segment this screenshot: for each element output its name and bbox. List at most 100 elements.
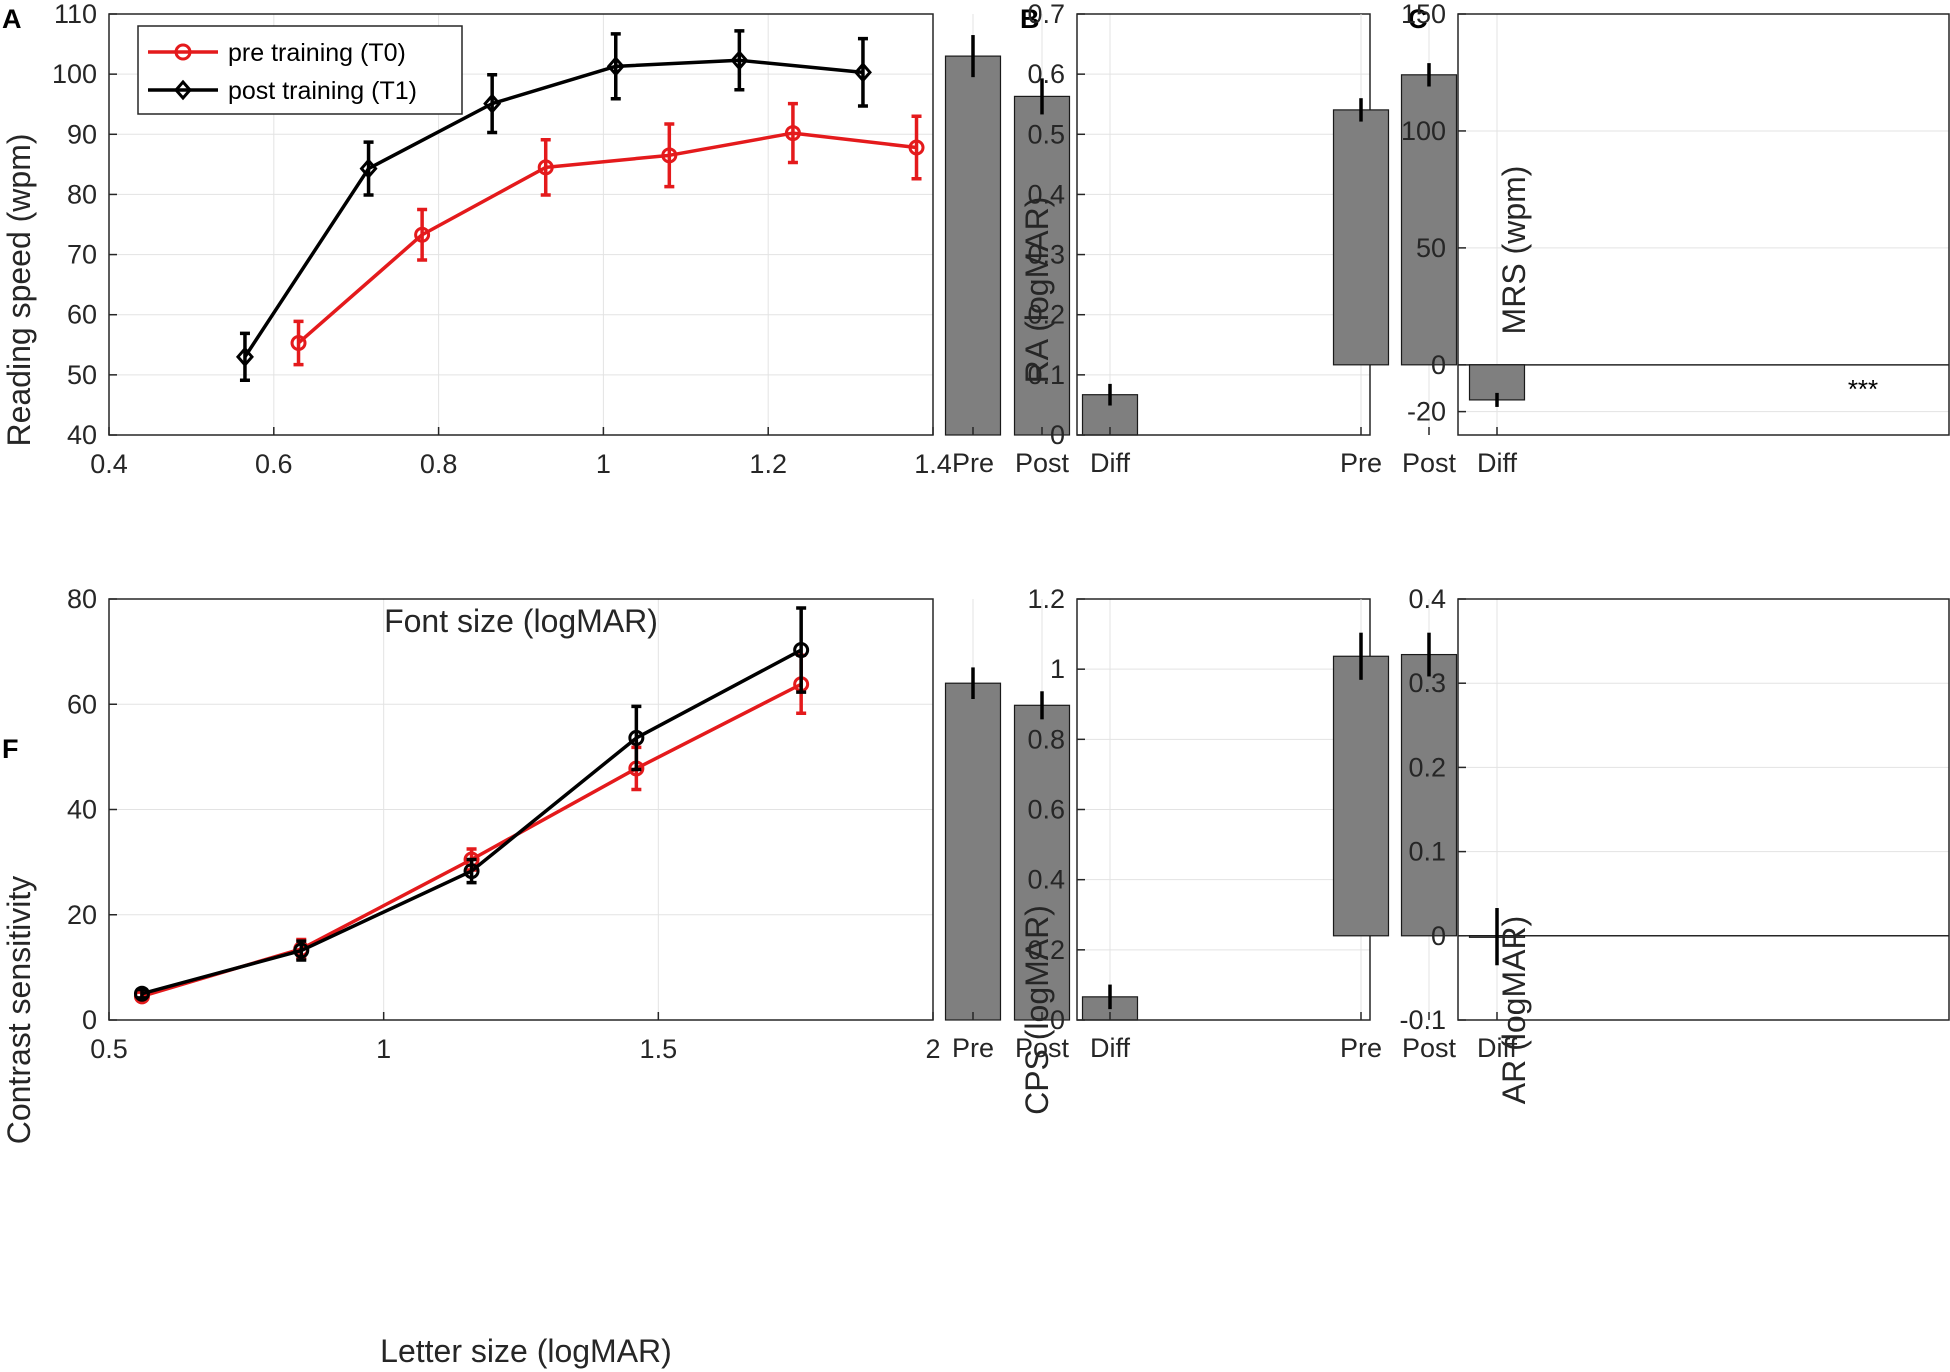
x-tick-label: Pre <box>952 448 994 478</box>
x-tick-label: Diff <box>1090 448 1131 478</box>
panel-b-tick-labels: 0 0.1 0.2 0.3 0.4 0.5 0.6 0.7 Pre Post Diff <box>952 0 1131 478</box>
legend-post-marker <box>174 79 192 101</box>
data-point <box>235 346 254 368</box>
bar-pre <box>1332 655 1390 937</box>
x-tick-label: Diff <box>1477 448 1518 478</box>
bar-post <box>1013 95 1071 436</box>
panel-d-tick-labels: 0 0.2 0.4 0.6 0.8 1 1.2 Pre Post Diff <box>952 584 1131 1063</box>
y-tick-label: 100 <box>52 59 97 89</box>
error-bar <box>487 72 498 135</box>
y-tick-label: 100 <box>1401 116 1446 146</box>
y-tick-label: -20 <box>1407 397 1446 427</box>
panel-f-x-axis-label: Letter size (logMAR) <box>380 1333 672 1369</box>
data-point <box>463 863 480 880</box>
error-bar <box>540 137 551 197</box>
y-tick-label: 60 <box>67 689 97 719</box>
x-tick-label: Post <box>1402 1033 1457 1063</box>
error-bar <box>857 36 868 108</box>
legend-post-label: post training (T1) <box>228 77 417 105</box>
data-point <box>793 642 810 659</box>
y-tick-label: 0 <box>1431 921 1446 951</box>
panel-c-y-axis-label: MRS (wpm) <box>1496 166 1532 335</box>
y-tick-label: 70 <box>67 240 97 270</box>
data-point <box>908 139 925 156</box>
panel-label-c: C <box>1408 4 1428 34</box>
series-line-pre <box>141 682 802 998</box>
x-tick-label: Pre <box>1340 448 1382 478</box>
panel-d-bars <box>944 667 1139 1021</box>
x-tick-label: Pre <box>952 1033 994 1063</box>
y-tick-label: 40 <box>67 420 97 450</box>
y-tick-label: 0 <box>1050 420 1065 450</box>
panel-a-tick-labels: 40 50 60 70 80 90 100 110 0.4 0.6 0.8 1 1.2 1.4 <box>52 0 952 479</box>
y-tick-label: 40 <box>67 795 97 825</box>
y-tick-label: 1.2 <box>1027 584 1065 614</box>
error-bar <box>796 606 807 694</box>
y-tick-label: 110 <box>54 0 97 29</box>
panel-a-y-axis-label: Reading speed (wpm) <box>1 133 37 446</box>
bar-pre <box>1332 109 1390 366</box>
error-bar <box>417 207 428 262</box>
error-bar <box>787 101 798 165</box>
error-bar <box>293 319 304 367</box>
panel-f-plot <box>133 606 810 1005</box>
data-point <box>606 56 625 77</box>
y-tick-label: 0 <box>82 1005 97 1035</box>
x-tick-label: 0.8 <box>420 449 458 479</box>
x-tick-label: Diff <box>1090 1033 1131 1063</box>
panel-b-y-axis-label: RA (logMAR) <box>1019 197 1055 384</box>
y-tick-label: 0.5 <box>1027 119 1065 149</box>
panel-e-axes-box <box>1457 598 1950 1021</box>
x-tick-label: Post <box>1015 1033 1070 1063</box>
data-point <box>537 159 554 176</box>
x-tick-label: 2 <box>925 1034 940 1064</box>
x-tick-label: Pre <box>1340 1033 1382 1063</box>
panel-a-legend: pre training (T0) post training (T1) <box>137 25 463 115</box>
data-point <box>483 93 502 114</box>
data-point <box>730 50 749 71</box>
y-tick-label: 50 <box>1416 233 1446 263</box>
y-tick-label: 0.6 <box>1027 59 1065 89</box>
bar-pre <box>944 55 1002 436</box>
panel-e-bars <box>1332 632 1949 966</box>
panel-b-axes-box <box>1076 13 1371 436</box>
bar-pre <box>944 682 1002 1021</box>
y-tick-label: 0.7 <box>1027 0 1065 29</box>
data-point <box>290 334 307 351</box>
panel-f-contrast-sensitivity-chart: F 0 20 40 60 80 0.5 1 1.5 2 Letter size (logMAR)… <box>1 584 941 1369</box>
x-tick-label: 0.5 <box>90 1034 128 1064</box>
y-tick-label: 0.2 <box>1408 752 1446 782</box>
y-tick-label: 0.6 <box>1027 795 1065 825</box>
y-tick-label: 0.2 <box>1027 300 1065 330</box>
x-tick-label: 1.5 <box>640 1034 678 1064</box>
x-tick-label: Post <box>1015 448 1070 478</box>
panel-e-tick-labels: -0.1 0 0.1 0.2 0.3 0.4 Pre Post Diff <box>1340 584 1518 1063</box>
y-tick-label: 0 <box>1050 1005 1065 1035</box>
error-bar <box>664 122 675 189</box>
panel-label-f: F <box>2 734 19 764</box>
x-tick-label: 1 <box>376 1034 391 1064</box>
error-bar <box>610 32 621 101</box>
y-tick-label: 0.3 <box>1408 668 1446 698</box>
panel-c-axes-box <box>1457 13 1950 436</box>
series-line-post <box>141 648 802 996</box>
y-tick-label: 0.8 <box>1027 724 1065 754</box>
panel-a-x-axis-label: Font size (logMAR) <box>384 603 658 639</box>
panel-c-significance-marker: *** <box>1848 374 1878 404</box>
panel-c-mrs-chart: C -20 0 50 100 150 Pre Post Diff MRS (wpm) *** <box>1332 0 1950 478</box>
panel-c-bars <box>1332 63 1949 407</box>
bar-post <box>1400 74 1458 366</box>
legend-pre-label: pre training (T0) <box>228 39 406 67</box>
series-line-pre <box>297 131 917 345</box>
error-bar <box>363 140 374 197</box>
panel-d-y-axis-label: CPS (logMAR) <box>1019 905 1055 1115</box>
panel-e-y-axis-label: AR (logMAR) <box>1496 916 1532 1104</box>
y-tick-label: 1 <box>1050 654 1065 684</box>
x-tick-label: Post <box>1402 448 1457 478</box>
data-point <box>414 226 431 243</box>
x-tick-label: Diff <box>1477 1033 1518 1063</box>
panel-a-axes-box <box>108 13 934 436</box>
y-tick-label: 90 <box>67 119 97 149</box>
